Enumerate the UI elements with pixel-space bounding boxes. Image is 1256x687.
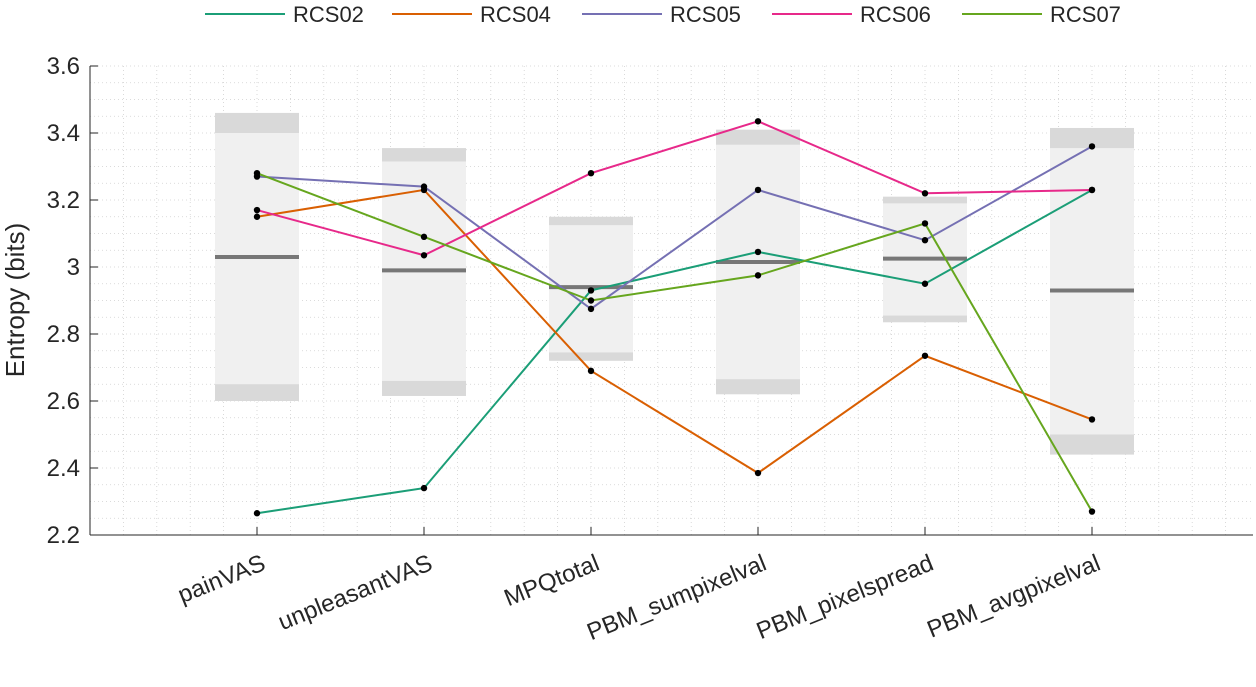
x-tick-label-unpleasantVAS: unpleasantVAS	[274, 550, 436, 636]
x-tick-label-MPQtotal: MPQtotal	[500, 550, 603, 613]
x-tick-label-PBM_avgpixelval: PBM_avgpixelval	[923, 550, 1104, 644]
data-point-RCS05-PBM_pixelspread	[921, 237, 929, 244]
series-line-RCS04	[256, 188, 1093, 475]
legend-item-RCS02[interactable]: RCS02	[205, 2, 364, 27]
data-point-RCS07-MPQtotal	[587, 297, 595, 304]
data-point-RCS02-painVAS	[253, 510, 261, 517]
data-point-RCS04-MPQtotal	[587, 367, 595, 375]
data-point-RCS02-unpleasantVAS	[420, 484, 428, 492]
data-point-RCS07-PBM_sumpixelval	[754, 272, 762, 279]
data-point-RCS07-PBM_avgpixelval	[1088, 508, 1096, 515]
null-distribution-bands	[215, 112, 1134, 455]
legend-label-RCS04: RCS04	[480, 2, 551, 27]
data-point-RCS07-unpleasantVAS	[420, 233, 428, 241]
data-point-RCS07-painVAS	[253, 170, 261, 177]
legend-label-RCS02: RCS02	[293, 2, 364, 27]
y-tick-label: 2.4	[47, 455, 80, 482]
y-tick-label: 3.2	[47, 187, 80, 214]
y-tick-label: 2.6	[47, 388, 80, 415]
x-tick-label-painVAS: painVAS	[174, 550, 269, 609]
data-markers	[253, 118, 1096, 517]
y-tick-label: 2.2	[47, 522, 80, 549]
y-tick-label: 3.6	[47, 53, 80, 80]
series-lines	[256, 120, 1093, 515]
y-tick-label: 2.8	[47, 321, 80, 348]
legend-item-RCS05[interactable]: RCS05	[582, 2, 741, 27]
legend-item-RCS07[interactable]: RCS07	[962, 2, 1121, 27]
data-point-RCS02-MPQtotal	[587, 287, 595, 294]
data-point-RCS07-PBM_pixelspread	[921, 220, 929, 227]
data-point-RCS06-PBM_pixelspread	[921, 190, 929, 197]
series-line-RCS02	[256, 189, 1093, 515]
data-point-RCS06-PBM_sumpixelval	[754, 118, 762, 125]
legend-label-RCS06: RCS06	[860, 2, 931, 27]
series-line-RCS05	[256, 145, 1093, 311]
x-tick-label-PBM_sumpixelval: PBM_sumpixelval	[583, 550, 770, 646]
y-tick-label: 3.4	[47, 120, 80, 147]
data-point-RCS04-PBM_avgpixelval	[1088, 416, 1096, 423]
y-axis-title: Entropy (bits)	[0, 223, 30, 378]
legend-label-RCS07: RCS07	[1050, 2, 1121, 27]
data-point-RCS05-PBM_avgpixelval	[1088, 143, 1096, 150]
data-point-RCS05-unpleasantVAS	[420, 183, 428, 190]
data-point-RCS06-painVAS	[253, 206, 261, 214]
legend[interactable]: RCS02 RCS04 RCS05 RCS06 RCS07	[205, 2, 1121, 27]
data-point-RCS04-PBM_sumpixelval	[754, 469, 762, 477]
data-point-RCS06-unpleasantVAS	[420, 252, 428, 259]
data-point-RCS06-PBM_avgpixelval	[1088, 186, 1096, 194]
data-point-RCS02-PBM_sumpixelval	[754, 248, 762, 256]
legend-item-RCS04[interactable]: RCS04	[392, 2, 551, 27]
x-tick-label-PBM_pixelspread: PBM_pixelspread	[753, 550, 938, 646]
data-point-RCS02-PBM_pixelspread	[921, 280, 929, 287]
legend-item-RCS06[interactable]: RCS06	[772, 2, 931, 27]
data-point-RCS05-MPQtotal	[587, 305, 595, 313]
data-point-RCS04-PBM_pixelspread	[921, 352, 929, 359]
data-point-RCS06-MPQtotal	[587, 170, 595, 177]
series-line-RCS07	[256, 172, 1093, 513]
series-line-RCS06	[256, 120, 1093, 257]
legend-label-RCS05: RCS05	[670, 2, 741, 27]
y-tick-label: 3	[67, 254, 80, 281]
data-point-RCS05-PBM_sumpixelval	[754, 186, 762, 194]
data-point-RCS04-painVAS	[253, 213, 261, 220]
